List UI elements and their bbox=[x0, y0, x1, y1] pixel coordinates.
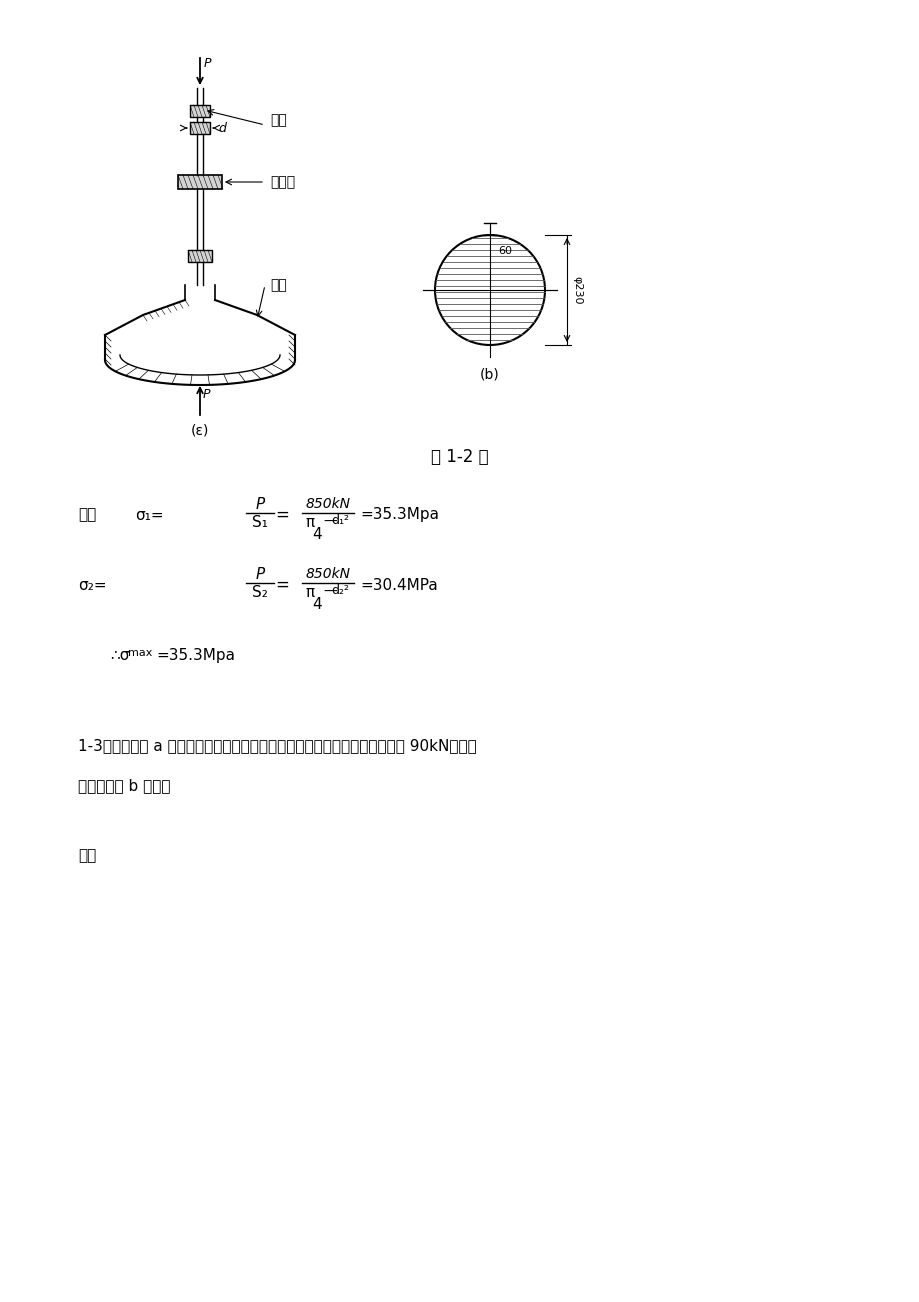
Bar bbox=[190, 122, 210, 134]
Text: d₂²: d₂² bbox=[331, 585, 348, 598]
Text: 1-3：试计算图 a 所示钙水包吸杆的最大应力。以知钙水包及其所盛钙水共重 90kN，吸杆: 1-3：试计算图 a 所示钙水包吸杆的最大应力。以知钙水包及其所盛钙水共重 90… bbox=[78, 738, 476, 753]
Text: 的尺寸如图 b 所示。: 的尺寸如图 b 所示。 bbox=[78, 779, 170, 793]
Bar bbox=[187, 250, 211, 262]
Text: 拉杆: 拉杆 bbox=[269, 113, 287, 128]
Text: 大钟: 大钟 bbox=[269, 279, 287, 292]
Text: σ₂=: σ₂= bbox=[78, 578, 107, 592]
Text: σ₁=: σ₁= bbox=[135, 508, 164, 522]
Text: =35.3Mpa: =35.3Mpa bbox=[359, 508, 438, 522]
Text: max: max bbox=[128, 648, 153, 658]
Bar bbox=[177, 174, 221, 189]
Text: (b): (b) bbox=[480, 367, 499, 381]
Text: =: = bbox=[275, 506, 289, 523]
Text: P: P bbox=[204, 57, 211, 70]
Text: P: P bbox=[203, 388, 210, 401]
Text: d: d bbox=[218, 121, 226, 134]
Text: 60: 60 bbox=[497, 246, 512, 256]
Text: P: P bbox=[255, 497, 265, 512]
Text: 850kN: 850kN bbox=[305, 566, 350, 581]
Text: 题 1-2 图: 题 1-2 图 bbox=[431, 448, 488, 466]
Text: π: π bbox=[305, 585, 314, 600]
Text: 解：: 解： bbox=[78, 508, 96, 522]
Text: —: — bbox=[323, 516, 336, 529]
Text: 4: 4 bbox=[312, 598, 322, 612]
Text: 4: 4 bbox=[312, 527, 322, 542]
Text: =35.3Mpa: =35.3Mpa bbox=[156, 648, 234, 663]
Text: π: π bbox=[305, 516, 314, 530]
Text: =: = bbox=[275, 575, 289, 594]
Text: 解：: 解： bbox=[78, 848, 96, 863]
Text: 850kN: 850kN bbox=[305, 497, 350, 510]
Text: P: P bbox=[255, 566, 265, 582]
Bar bbox=[190, 105, 210, 117]
Text: (ε): (ε) bbox=[190, 423, 209, 437]
Text: φ230: φ230 bbox=[572, 276, 582, 305]
Text: ∴σ: ∴σ bbox=[110, 648, 130, 663]
Text: d₁²: d₁² bbox=[331, 514, 348, 527]
Text: S₂: S₂ bbox=[252, 585, 267, 600]
Text: S₁: S₁ bbox=[252, 516, 267, 530]
Text: —: — bbox=[323, 585, 336, 599]
Text: =30.4MPa: =30.4MPa bbox=[359, 578, 437, 592]
Text: 连接楠: 连接楠 bbox=[269, 174, 295, 189]
